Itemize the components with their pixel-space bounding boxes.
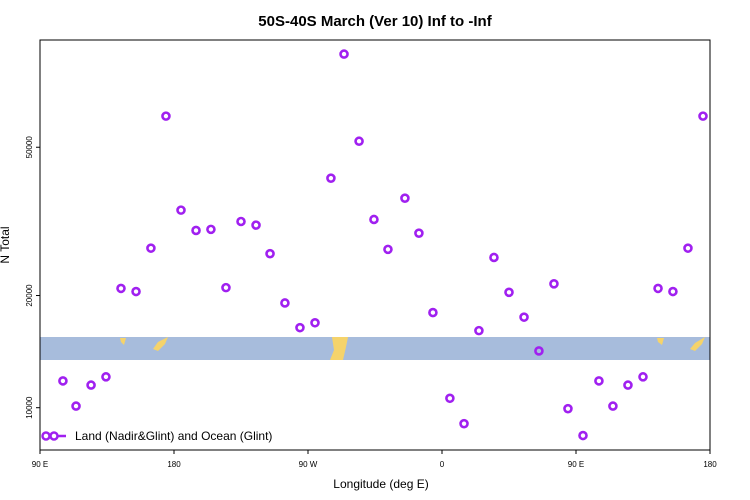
legend-label: Land (Nadir&Glint) and Ocean (Glint)	[75, 429, 272, 443]
x-tick-label: 90 E	[568, 460, 584, 469]
y-axis-label: N Total	[0, 226, 12, 263]
x-tick-label: 90 E	[32, 460, 48, 469]
point	[474, 325, 484, 336]
y-tick-label: 10000	[25, 396, 34, 419]
point	[519, 312, 529, 322]
point	[86, 380, 96, 390]
point	[326, 173, 336, 183]
x-axis-label: Longitude (deg E)	[333, 477, 428, 491]
point	[428, 307, 438, 318]
y-tick-label: 20000	[25, 284, 34, 307]
point	[101, 372, 111, 382]
point	[504, 287, 514, 298]
point	[146, 243, 156, 253]
point	[206, 224, 216, 235]
point	[549, 279, 559, 289]
point	[608, 401, 618, 411]
point	[339, 49, 349, 59]
point	[58, 376, 68, 386]
land	[330, 337, 348, 360]
point	[638, 372, 648, 382]
land	[690, 337, 705, 351]
point	[116, 283, 126, 294]
legend-marker	[41, 431, 51, 441]
ocean-band	[40, 337, 710, 360]
x-tick-label: 0	[440, 460, 445, 469]
x-tick-label: 180	[703, 460, 717, 469]
point	[176, 205, 186, 215]
point	[71, 401, 81, 411]
x-tick-label: 90 W	[299, 460, 318, 469]
point	[251, 220, 261, 230]
point	[265, 248, 275, 259]
map-strip	[40, 337, 710, 360]
point	[400, 193, 410, 203]
point	[354, 136, 364, 147]
chart-title: 50S-40S March (Ver 10) Inf to -Inf	[258, 13, 492, 30]
point	[489, 252, 499, 263]
point	[698, 111, 708, 121]
point	[221, 282, 231, 293]
point	[668, 286, 678, 297]
point	[563, 403, 573, 414]
point	[191, 225, 201, 236]
point	[280, 298, 290, 308]
land	[120, 338, 126, 345]
point	[578, 430, 588, 441]
point	[623, 380, 633, 390]
point	[131, 286, 141, 297]
point	[414, 228, 424, 238]
point	[161, 111, 171, 121]
y-tick-label: 50000	[25, 136, 34, 159]
x-tick-label: 180	[167, 460, 181, 469]
point	[295, 322, 305, 333]
plot-frame	[39, 39, 711, 451]
point	[310, 317, 320, 328]
point	[236, 216, 246, 227]
point	[459, 418, 469, 429]
point	[683, 243, 693, 253]
land	[657, 338, 664, 345]
point	[445, 393, 455, 404]
point	[594, 376, 604, 386]
point	[534, 346, 544, 356]
point	[653, 283, 663, 294]
land	[153, 337, 168, 351]
point	[383, 244, 393, 255]
legend-marker	[49, 431, 59, 441]
legend: Land (Nadir&Glint) and Ocean (Glint)	[41, 429, 272, 443]
point	[369, 214, 379, 225]
